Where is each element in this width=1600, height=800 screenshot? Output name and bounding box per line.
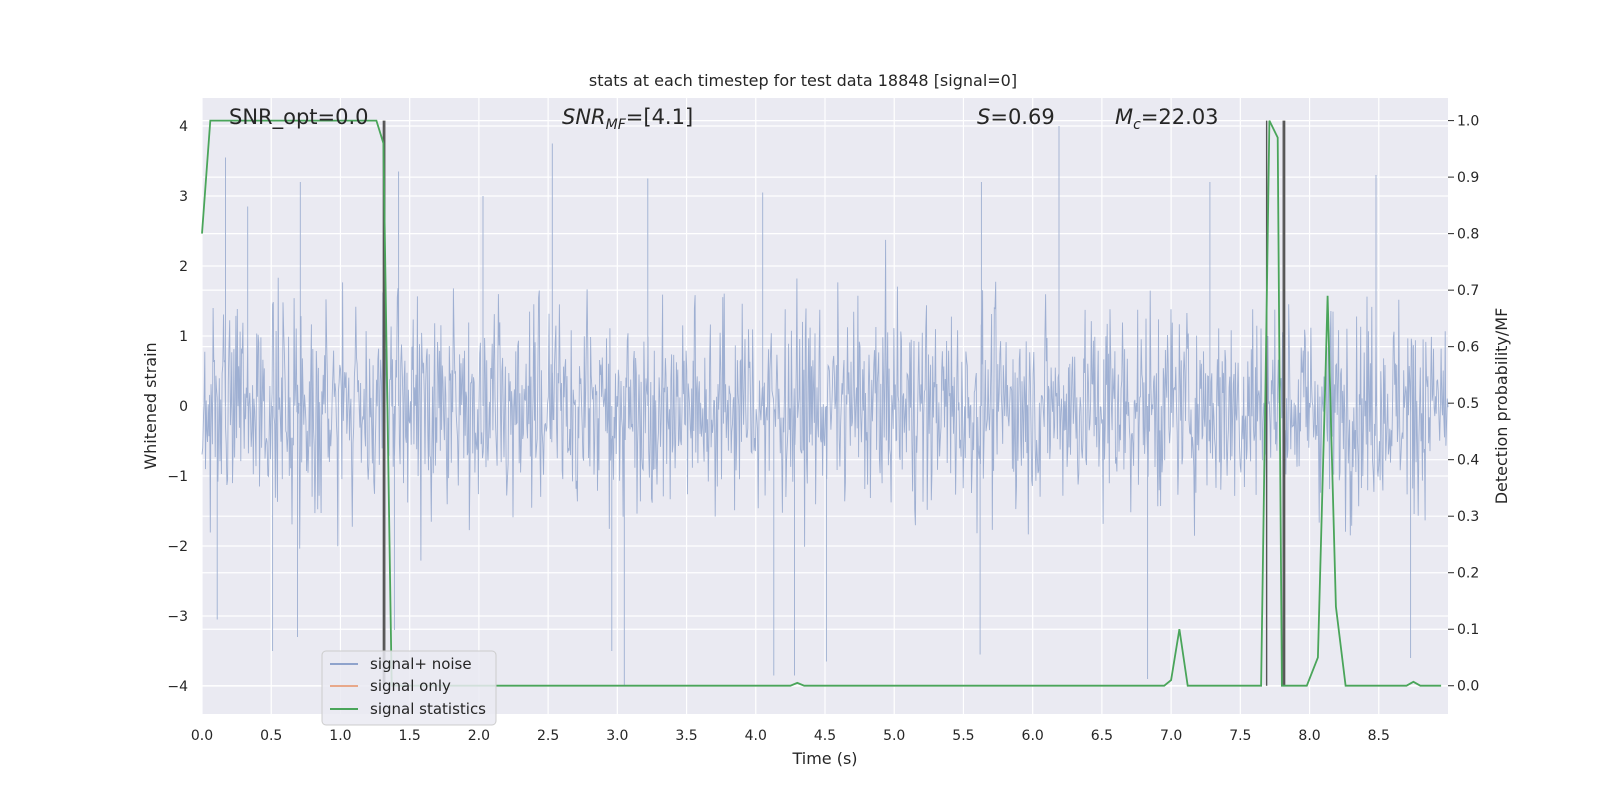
x-tick-label: 6.0 <box>1022 728 1044 744</box>
chart-title: stats at each timestep for test data 188… <box>589 71 1017 90</box>
annotation-snr-mf-rest: =[4.1] <box>626 105 693 129</box>
noise-trace <box>201 126 1449 686</box>
left-y-tick-label: −2 <box>167 539 188 555</box>
x-tick-label: 3.0 <box>606 728 628 744</box>
right-y-axis-label: Detection probability/MF <box>1492 308 1511 505</box>
legend-label-noise: signal+ noise <box>370 655 472 673</box>
x-tick-label: 6.5 <box>1091 728 1113 744</box>
left-y-tick-labels: 4 3 2 1 0 −1 −2 −3 −4 <box>167 119 188 695</box>
left-y-tick-label: 2 <box>179 259 188 275</box>
annotation-mc-base: M <box>1115 105 1133 129</box>
x-tick-label: 8.5 <box>1368 728 1390 744</box>
annotation-snr-mf-sub: MF <box>606 117 627 133</box>
left-y-tick-label: 1 <box>179 329 188 345</box>
left-y-tick-label: −1 <box>167 469 188 485</box>
right-y-tick-label: 0.0 <box>1457 679 1479 695</box>
x-tick-label: 5.5 <box>952 728 974 744</box>
annotation-mc: Mc=22.03 <box>1115 105 1219 133</box>
left-y-tick-label: −3 <box>167 609 188 625</box>
left-y-tick-label: 4 <box>179 119 188 135</box>
annotation-mc-rest: =22.03 <box>1141 105 1219 129</box>
x-tick-label: 5.0 <box>883 728 905 744</box>
right-y-tick-label: 0.6 <box>1457 340 1479 356</box>
left-y-tick-label: −4 <box>167 679 188 695</box>
right-y-tick-label: 0.9 <box>1457 170 1479 186</box>
x-tick-label: 1.0 <box>329 728 351 744</box>
x-tick-label: 3.5 <box>675 728 697 744</box>
annotation-snr-opt: SNR_opt=0.0 <box>229 105 369 130</box>
x-axis-label: Time (s) <box>791 749 857 768</box>
left-y-tick-label: 3 <box>179 189 188 205</box>
x-tick-label: 0.0 <box>191 728 213 744</box>
annotation-mc-sub: c <box>1133 117 1141 133</box>
annotation-snr-mf: SNRMF=[4.1] <box>562 105 693 133</box>
legend-box <box>321 650 497 726</box>
right-y-tick-label: 0.7 <box>1457 283 1479 299</box>
annotation-s-base: S <box>977 105 990 129</box>
right-y-tick-label: 1.0 <box>1457 114 1479 130</box>
signal-statistics-line <box>201 119 1442 687</box>
x-tick-label: 2.0 <box>468 728 490 744</box>
legend-label-signal-only: signal only <box>370 677 451 695</box>
x-tick-labels: 0.0 0.5 1.0 1.5 2.0 2.5 3.0 3.5 4.0 4.5 5.0 5.5 6.0 6… <box>191 728 1390 744</box>
right-y-tick-label: 0.4 <box>1457 453 1479 469</box>
left-y-tick-label: 0 <box>179 399 188 415</box>
annotation-s: S=0.69 <box>977 105 1055 129</box>
x-tick-label: 7.0 <box>1160 728 1182 744</box>
x-tick-label: 2.5 <box>537 728 559 744</box>
legend: signal+ noise signal only signal statist… <box>321 650 497 726</box>
right-y-tick-labels: 1.0 0.9 0.8 0.7 0.6 0.5 0.4 0.3 0.2 0.1 0.0 <box>1448 114 1479 695</box>
left-y-axis-label: Whitened strain <box>141 342 160 469</box>
right-y-tick-label: 0.1 <box>1457 622 1479 638</box>
x-tick-label: 4.5 <box>814 728 836 744</box>
signal-noise-series <box>201 126 1449 686</box>
right-y-tick-label: 0.3 <box>1457 509 1479 525</box>
right-y-tick-label: 0.8 <box>1457 227 1479 243</box>
legend-label-statistics: signal statistics <box>370 700 486 718</box>
annotation-snr-mf-base: SNR <box>562 105 606 129</box>
right-y-tick-label: 0.5 <box>1457 396 1479 412</box>
x-tick-label: 0.5 <box>260 728 282 744</box>
x-tick-label: 1.5 <box>399 728 421 744</box>
x-tick-label: 4.0 <box>745 728 767 744</box>
annotation-s-rest: =0.69 <box>990 105 1054 129</box>
x-tick-label: 8.0 <box>1298 728 1320 744</box>
right-y-tick-label: 0.2 <box>1457 566 1479 582</box>
x-tick-label: 7.5 <box>1229 728 1251 744</box>
